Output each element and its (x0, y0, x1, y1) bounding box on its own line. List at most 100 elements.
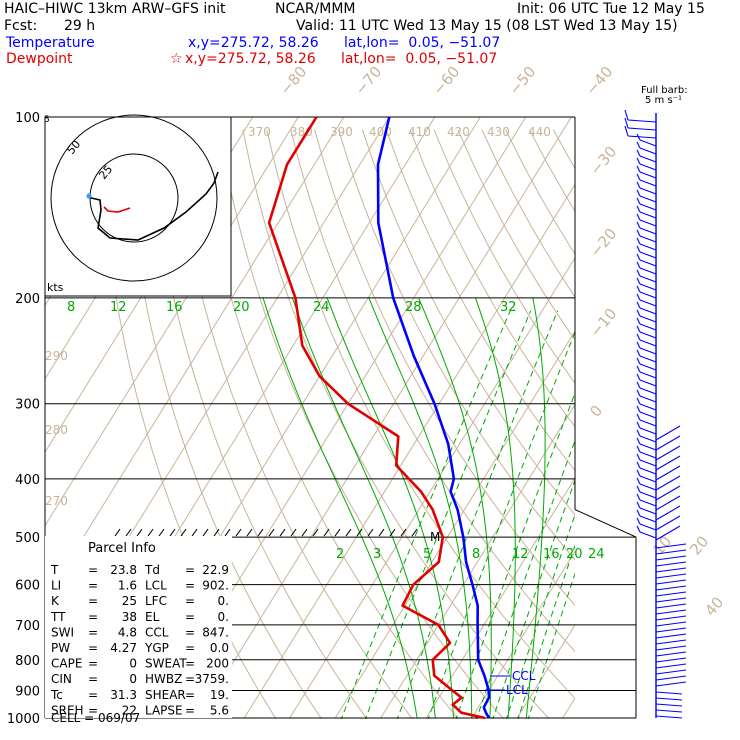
wind-barb-flag (636, 205, 641, 213)
forecast-hours: 29 h (64, 18, 96, 34)
wind-barb (655, 609, 687, 615)
level-tick (389, 528, 396, 537)
wind-barb-flag (636, 213, 641, 221)
isotherm-label: −50 (505, 63, 539, 99)
level-tick (268, 528, 275, 537)
temperature-trace (376, 116, 491, 719)
parcel-row-equals: = (88, 672, 98, 686)
dry-adiabat-label: 390 (330, 125, 353, 139)
ccl-label: CCL (512, 669, 536, 683)
wind-barbs (624, 109, 687, 719)
mixing-ratio-line (517, 544, 575, 719)
pressure-tick-label: 300 (15, 398, 40, 413)
wind-barb (639, 187, 657, 195)
wind-barb (655, 485, 681, 501)
parcel-row-value: 31.3 (110, 688, 137, 702)
wind-barb-flag (636, 253, 641, 261)
wind-barb-flag (624, 117, 629, 129)
parcel-row-value: 5.6 (210, 703, 229, 717)
mixing-ratio-label: 20 (233, 300, 250, 315)
wind-barb (639, 259, 657, 267)
mixing-ratio-label: 20 (566, 547, 583, 562)
parcel-row-equals: = (185, 563, 195, 577)
dry-adiabat-label: 290 (45, 349, 68, 363)
mixing-ratio-label: 8 (472, 547, 480, 562)
wind-barb-flag (636, 181, 641, 189)
wind-barb-flag (636, 413, 641, 421)
dry-adiabat-line (577, 130, 740, 731)
wind-barb (655, 573, 687, 579)
parcel-row-value: 22 (122, 703, 137, 717)
parcel-row-equals: = (88, 563, 98, 577)
hodograph-trace (86, 171, 219, 241)
parcel-row-label: SREH (51, 703, 84, 717)
wind-barb (655, 697, 683, 701)
wind-barb (639, 459, 657, 467)
level-tick (378, 528, 385, 537)
mixing-ratio-label: 12 (110, 300, 127, 315)
pressure-tick-label: 400 (15, 473, 40, 488)
wind-barb (655, 591, 687, 597)
wind-barb (655, 597, 687, 603)
wind-barb-flag (636, 189, 641, 197)
level-tick (125, 528, 132, 537)
mixing-ratio-label: 24 (313, 300, 330, 315)
isotherm-label: −20 (586, 225, 620, 261)
wind-barb (655, 681, 687, 687)
wind-barb-flag (636, 221, 641, 229)
isotherm-label: −80 (276, 63, 310, 99)
level-tick (202, 528, 209, 537)
org-label: NCAR/MMM (275, 1, 356, 17)
parcel-row-label: TT (50, 610, 66, 624)
wind-barb-flag (636, 405, 641, 413)
hodograph-units-label: kts (47, 281, 64, 294)
wind-barb (639, 443, 657, 451)
wind-barb (639, 307, 657, 315)
wind-barb (655, 465, 681, 481)
wind-barb-flag (636, 133, 641, 141)
dry-adiabat-label: 440 (528, 125, 551, 139)
parcel-row-value: 3759. (195, 672, 229, 686)
wind-barb (639, 467, 657, 475)
mixing-ratio-label: 28 (405, 300, 422, 315)
dry-adiabat-label: 410 (408, 125, 431, 139)
isotherm-line (45, 117, 345, 600)
wind-barb-flag (636, 261, 641, 269)
parcel-cell-label: CELL = 069/07 (51, 711, 140, 725)
pressure-tick-label: 500 (15, 531, 40, 546)
isotherm-line (471, 550, 575, 719)
dry-adiabat-line (218, 129, 505, 719)
parcel-row-label: YGP (144, 641, 169, 655)
wind-barb-flag (636, 293, 641, 301)
dry-adiabat-label: 430 (487, 125, 510, 139)
wind-barb (639, 475, 657, 483)
wind-barb (639, 211, 657, 219)
plot-right-border-slant (574, 509, 637, 538)
wind-barb (655, 515, 681, 531)
wind-barb (639, 387, 657, 395)
wind-barb (655, 615, 687, 621)
isotherm-line (608, 117, 740, 718)
wind-barb-flag (636, 389, 641, 397)
wind-barb-flag (636, 229, 641, 237)
parcel-row-value: 22.9 (202, 563, 229, 577)
wind-barb-flag (636, 149, 641, 157)
mixing-ratio-line (396, 310, 559, 719)
wind-barb-flag (636, 517, 641, 525)
parcel-row-equals: = (185, 594, 195, 608)
wind-barb-flag (624, 109, 629, 121)
isotherm-label: 0 (586, 402, 606, 421)
wind-barb (639, 339, 657, 347)
wind-barb-flag (636, 301, 641, 309)
wind-barb (655, 663, 687, 669)
wind-barb-flag (636, 333, 641, 341)
wind-barb (639, 299, 657, 307)
parcel-row-value: 25 (122, 594, 137, 608)
wind-barb (639, 363, 657, 371)
wind-barb-flag (636, 309, 641, 317)
parcel-row-equals: = (88, 641, 98, 655)
dewpoint-xy: x,y=275.72, 58.26 (185, 51, 316, 67)
wind-barb (655, 555, 687, 561)
